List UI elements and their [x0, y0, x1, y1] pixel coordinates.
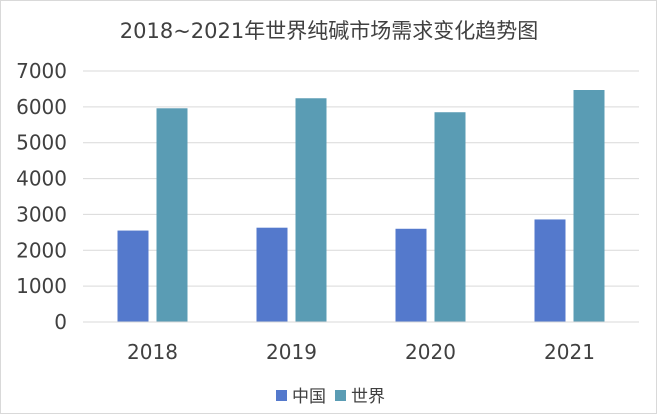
- bar-china-2020: [395, 228, 427, 322]
- y-tick-label: 3000: [16, 202, 67, 226]
- chart-legend: 中国 世界: [276, 387, 385, 407]
- x-tick-label: 2021: [544, 340, 595, 364]
- bar-china-2021: [534, 219, 566, 322]
- y-tick-label: 4000: [16, 167, 67, 191]
- y-tick-label: 0: [54, 310, 67, 334]
- y-tick-label: 7000: [16, 59, 67, 83]
- bar-world-2019: [295, 98, 327, 322]
- legend-swatch-china: [276, 390, 287, 401]
- y-tick-label: 6000: [16, 95, 67, 119]
- bar-world-2018: [156, 108, 188, 322]
- bar-world-2021: [573, 90, 605, 322]
- bar-world-2020: [434, 112, 466, 322]
- bar-china-2018: [117, 230, 149, 322]
- y-axis-ticks: 0 1000 2000 3000 4000 5000 6000 7000: [16, 59, 67, 334]
- x-tick-label: 2019: [266, 340, 317, 364]
- x-tick-label: 2020: [405, 340, 456, 364]
- y-tick-label: 2000: [16, 238, 67, 262]
- chart-title: 2018~2021年世界纯碱市场需求变化趋势图: [120, 19, 538, 43]
- bar-china-2019: [256, 227, 288, 322]
- y-tick-label: 1000: [16, 274, 67, 298]
- legend-label-world: 世界: [351, 387, 385, 407]
- x-tick-label: 2018: [127, 340, 178, 364]
- x-axis-ticks: 2018 2019 2020 2021: [127, 340, 595, 364]
- legend-swatch-world: [335, 390, 346, 401]
- chart-bars: [117, 90, 605, 322]
- y-tick-label: 5000: [16, 131, 67, 155]
- legend-label-china: 中国: [292, 387, 326, 407]
